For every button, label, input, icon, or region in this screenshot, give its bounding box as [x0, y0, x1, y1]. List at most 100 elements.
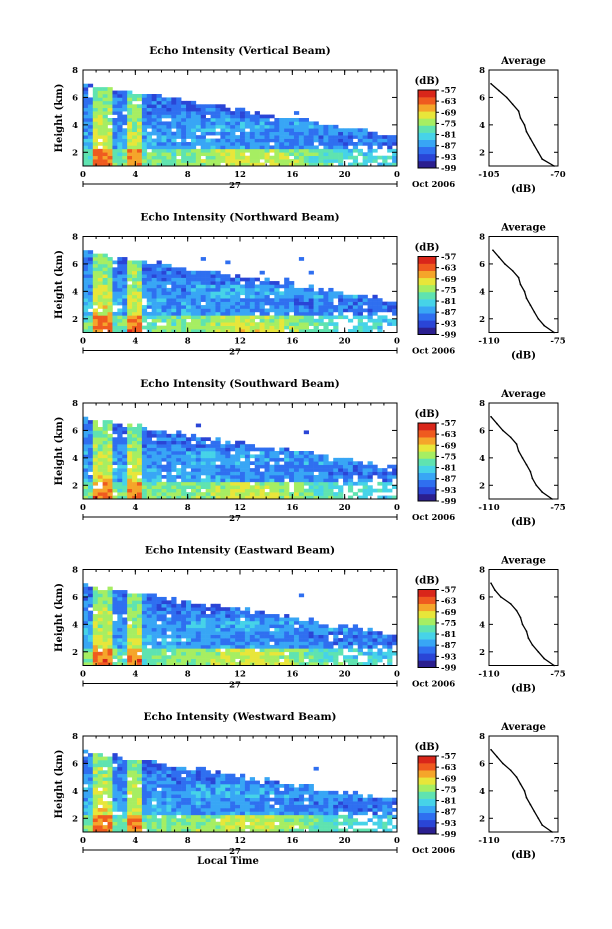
heatmap-cell: [225, 291, 231, 296]
heatmap-cell: [112, 753, 118, 757]
heatmap-cell: [338, 315, 344, 320]
heatmap-cell: [186, 322, 192, 326]
heatmap-cell: [225, 624, 231, 629]
heatmap-cell: [146, 797, 152, 802]
heatmap-cell: [97, 454, 103, 459]
heatmap-cell: [102, 818, 108, 823]
heatmap-cell: [225, 145, 231, 150]
y-tick-label: 6: [72, 93, 78, 103]
heatmap-cell: [166, 814, 172, 819]
heatmap-cell: [215, 620, 221, 625]
heatmap-cell: [200, 638, 206, 642]
heatmap-cell: [195, 447, 202, 452]
heatmap-cell: [323, 658, 329, 663]
heatmap-cell: [87, 138, 94, 143]
heatmap-cell: [235, 135, 241, 139]
heatmap-cells: [83, 250, 398, 333]
heatmap-cell: [220, 277, 226, 282]
heatmap-cell: [205, 111, 211, 115]
heatmap-cell: [122, 291, 128, 296]
heatmap-cell: [357, 325, 363, 330]
heatmap-cell: [127, 159, 133, 163]
heatmap-cell: [347, 641, 354, 646]
heatmap-cell: [235, 305, 241, 309]
heatmap-cell: [205, 614, 211, 618]
heatmap-cell: [166, 662, 172, 666]
heatmap-cell: [230, 301, 236, 306]
heatmap-cell: [83, 787, 89, 792]
heatmap-cell: [136, 797, 143, 802]
heatmap-cell: [151, 128, 157, 133]
heatmap-cell: [220, 457, 226, 462]
heatmap-cell: [244, 444, 251, 448]
colorbar-segment: [418, 139, 436, 148]
profile-point: [525, 130, 528, 133]
heatmap-cell: [146, 492, 152, 496]
heatmap-cell: [122, 478, 128, 483]
heatmap-cell: [254, 655, 260, 659]
heatmap-cell: [200, 454, 206, 459]
heatmap-cell: [328, 159, 334, 163]
heatmap-cell: [117, 329, 123, 333]
y-tick-label: 2: [72, 148, 78, 158]
heatmap-cell: [293, 641, 300, 646]
heatmap-cell: [127, 263, 133, 268]
heatmap-cell: [92, 308, 99, 313]
heatmap-cell: [122, 804, 128, 809]
heatmap-cell: [107, 162, 113, 167]
heatmap-cell: [117, 104, 123, 109]
heatmap-cell: [136, 814, 143, 819]
heatmap-cell: [284, 492, 290, 496]
heatmap-cell: [195, 461, 202, 466]
heatmap-cell: [132, 305, 138, 309]
heatmap-cell: [107, 100, 113, 105]
heatmap-cell: [166, 794, 172, 799]
heatmap-cell: [122, 454, 128, 459]
heatmap-cell: [176, 152, 182, 157]
heatmap-cell: [161, 138, 167, 143]
heatmap-cell: [244, 145, 251, 150]
heatmap-cell: [333, 124, 339, 129]
heatmap-cell: [264, 145, 270, 150]
heatmap-cell: [146, 627, 152, 632]
heatmap-cell: [102, 773, 108, 778]
heatmap-cell: [313, 468, 319, 472]
heatmap-cell: [112, 454, 118, 459]
heatmap-cell: [117, 138, 123, 143]
heatmap-cell: [97, 131, 103, 136]
heatmap-cell: [284, 131, 290, 136]
heatmap-cell: [318, 468, 324, 472]
heatmap-cell: [220, 662, 226, 666]
heatmap-cell: [112, 610, 118, 615]
heatmap-cell: [259, 617, 265, 622]
heatmap-cell: [161, 603, 167, 608]
colorbar-segment: [418, 479, 436, 488]
heatmap-cell: [298, 257, 305, 261]
heatmap-cell: [102, 94, 108, 98]
heatmap-cell: [166, 281, 172, 285]
heatmap-cell: [176, 644, 182, 649]
heatmap-cell: [240, 162, 246, 167]
heatmap-cell: [181, 454, 187, 459]
heatmap-cell: [367, 131, 373, 136]
heatmap-cell: [200, 634, 206, 639]
heatmap-cell: [92, 801, 99, 805]
heatmap-cell: [235, 138, 241, 143]
heatmap-cell: [387, 155, 393, 160]
heatmap-cell: [97, 461, 103, 466]
heatmap-cell: [230, 138, 236, 143]
heatmap-cell: [357, 464, 363, 469]
heatmap-cell: [141, 818, 148, 823]
heatmap-cell: [274, 492, 280, 496]
heatmap-cell: [181, 100, 187, 105]
heatmap-cell: [343, 135, 349, 139]
heatmap-cell: [166, 457, 172, 462]
heatmap-cell: [333, 315, 339, 320]
heatmap-cell: [259, 488, 265, 493]
heatmap-cell: [367, 159, 373, 163]
heatmap-cell: [308, 294, 314, 299]
heatmap-cell: [352, 131, 359, 136]
heatmap-cell: [200, 128, 206, 133]
heatmap-cell: [83, 416, 89, 421]
heatmap-cell: [205, 641, 211, 646]
